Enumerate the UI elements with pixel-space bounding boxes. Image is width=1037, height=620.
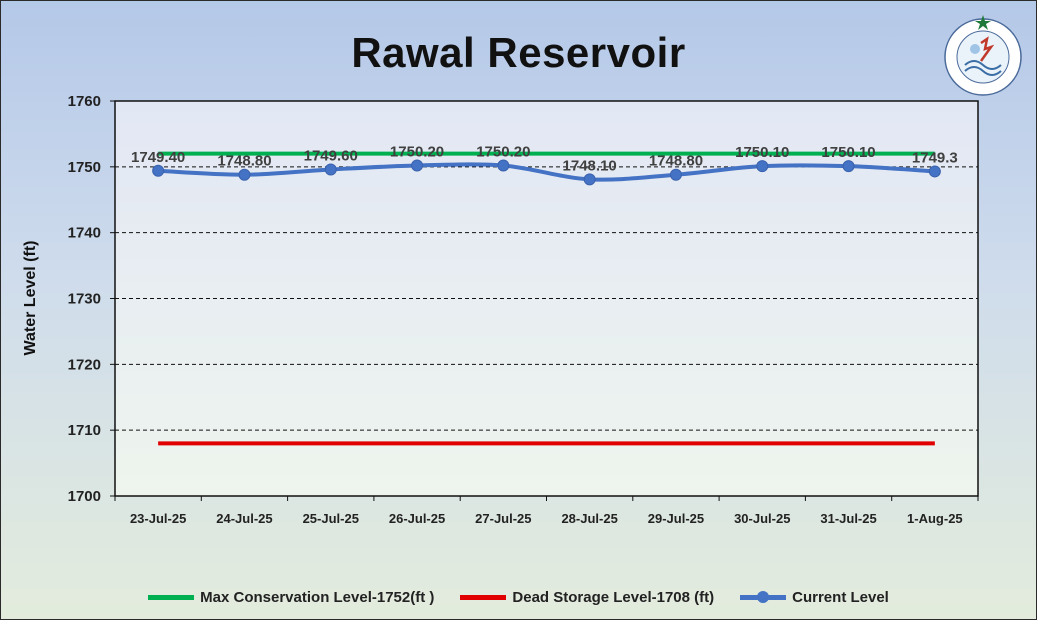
data-label: 1748.80 (217, 153, 271, 170)
data-point (152, 164, 165, 177)
legend-label-current-level: Current Level (792, 588, 889, 606)
data-label: 1750.20 (476, 144, 530, 161)
x-tick-label: 1-Aug-25 (907, 511, 963, 526)
data-label: 1750.10 (735, 144, 789, 161)
data-point (238, 168, 251, 181)
y-tick-label: 1760 (68, 93, 101, 110)
legend-swatch-red (460, 594, 507, 600)
legend-label-dead-storage: Dead Storage Level-1708 (ft) (512, 588, 715, 606)
y-tick-label: 1710 (68, 422, 101, 439)
y-tick-label: 1730 (68, 291, 101, 308)
y-tick-label: 1750 (68, 159, 101, 176)
data-label: 1749.60 (304, 147, 358, 164)
data-label: 1750.10 (821, 144, 875, 161)
data-point (411, 159, 424, 172)
x-tick-label: 28-Jul-25 (561, 511, 617, 526)
y-tick-label: 1740 (68, 225, 101, 242)
x-tick-label: 25-Jul-25 (303, 511, 359, 526)
pmd-logo-icon (944, 15, 1022, 96)
legend-swatch-green (148, 594, 195, 600)
series-line-current-level (158, 162, 935, 182)
data-label: 1748.80 (649, 153, 703, 170)
legend-label-max-conservation: Max Conservation Level-1752(ft ) (200, 588, 435, 606)
data-point (756, 160, 769, 173)
legend-item-current-level: Current Level (740, 589, 889, 606)
x-tick-label: 30-Jul-25 (734, 511, 790, 526)
legend-item-dead-storage: Dead Storage Level-1708 (ft) (460, 589, 714, 606)
data-point (669, 168, 682, 181)
x-tick-label: 27-Jul-25 (475, 511, 531, 526)
data-label: 1749.40 (131, 149, 185, 166)
x-tick-label: 31-Jul-25 (820, 511, 876, 526)
data-point (497, 159, 510, 172)
y-tick-label: 1700 (68, 488, 101, 505)
data-point (842, 160, 855, 173)
x-tick-label: 24-Jul-25 (216, 511, 272, 526)
y-tick-label: 1720 (68, 356, 101, 373)
data-point (583, 173, 596, 186)
legend-swatch-blue (740, 590, 787, 603)
data-label: 1749.3 (912, 149, 958, 166)
x-tick-label: 29-Jul-25 (648, 511, 704, 526)
data-label: 1750.20 (390, 144, 444, 161)
x-tick-label: 26-Jul-25 (389, 511, 445, 526)
legend-item-max-conservation: Max Conservation Level-1752(ft ) (148, 589, 434, 606)
x-tick-label: 23-Jul-25 (130, 511, 186, 526)
data-label: 1748.10 (563, 157, 617, 174)
chart-title: Rawal Reservoir (351, 29, 686, 76)
chart-legend: Max Conservation Level-1752(ft ) Dead St… (1, 586, 1036, 608)
data-point (928, 165, 941, 178)
data-point (324, 163, 337, 176)
